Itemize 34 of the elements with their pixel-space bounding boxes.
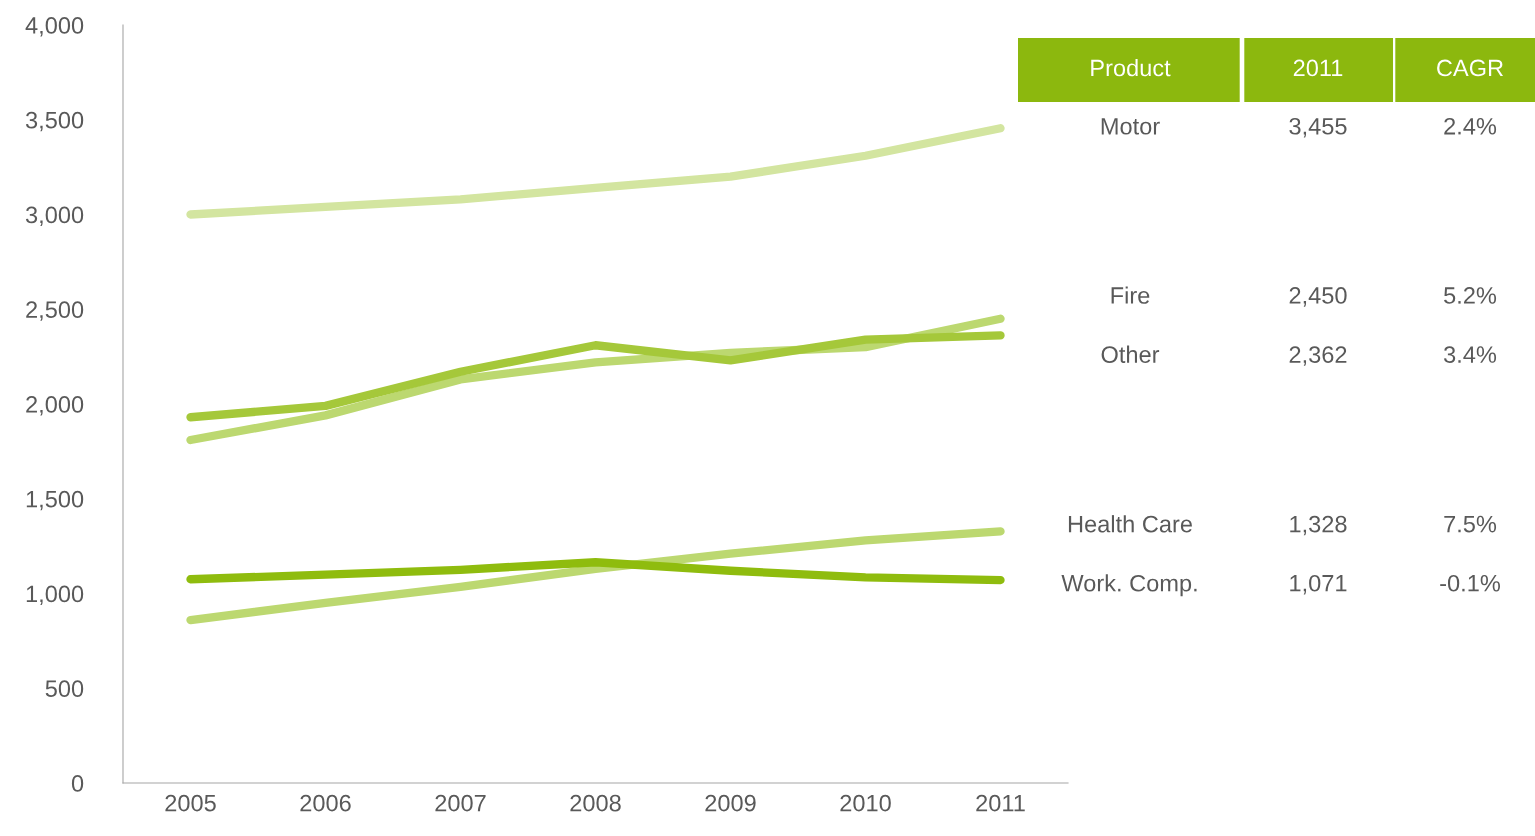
x-tick-label: 2008 [570,794,621,812]
y-tick-label: 0 [71,775,84,792]
text: 2011 [1293,59,1343,77]
text: 5.2% [1444,287,1497,304]
text: Fire [1111,286,1150,304]
text: 2,450 [1289,287,1347,307]
x-tick-label: 2011 [976,794,1025,812]
text: 1,071 [1290,574,1347,595]
text: Motor [1101,118,1160,135]
x-tick-label: 2010 [840,794,891,812]
x-tick-label: 2006 [300,794,351,812]
y-tick-label: 2,000 [26,396,84,416]
x-tick-label: 2009 [705,794,756,812]
y-tick-label: 3,000 [25,206,84,227]
text: 7.5% [1444,515,1497,533]
text: Other [1101,345,1160,363]
text: Product [1091,59,1171,77]
text: Work. Comp. [1061,574,1197,597]
text: -0.1% [1440,574,1500,592]
text: 3.4% [1443,346,1497,363]
text: 2,362 [1289,346,1347,366]
y-tick-label: 2,500 [26,301,84,321]
text: Health Care [1068,515,1192,533]
x-tick-label: 2007 [435,794,486,812]
x-tick-label: 2005 [165,794,216,812]
text: 3,455 [1289,117,1347,138]
y-tick-label: 1,000 [26,585,84,606]
text: 2.4% [1444,117,1497,135]
text: 1,328 [1290,515,1347,536]
y-tick-label: 500 [45,680,84,698]
y-tick-label: 4,000 [25,17,84,37]
y-tick-label: 1,500 [26,490,84,511]
text: CAGR [1437,59,1504,77]
y-tick-label: 3,500 [25,111,84,132]
